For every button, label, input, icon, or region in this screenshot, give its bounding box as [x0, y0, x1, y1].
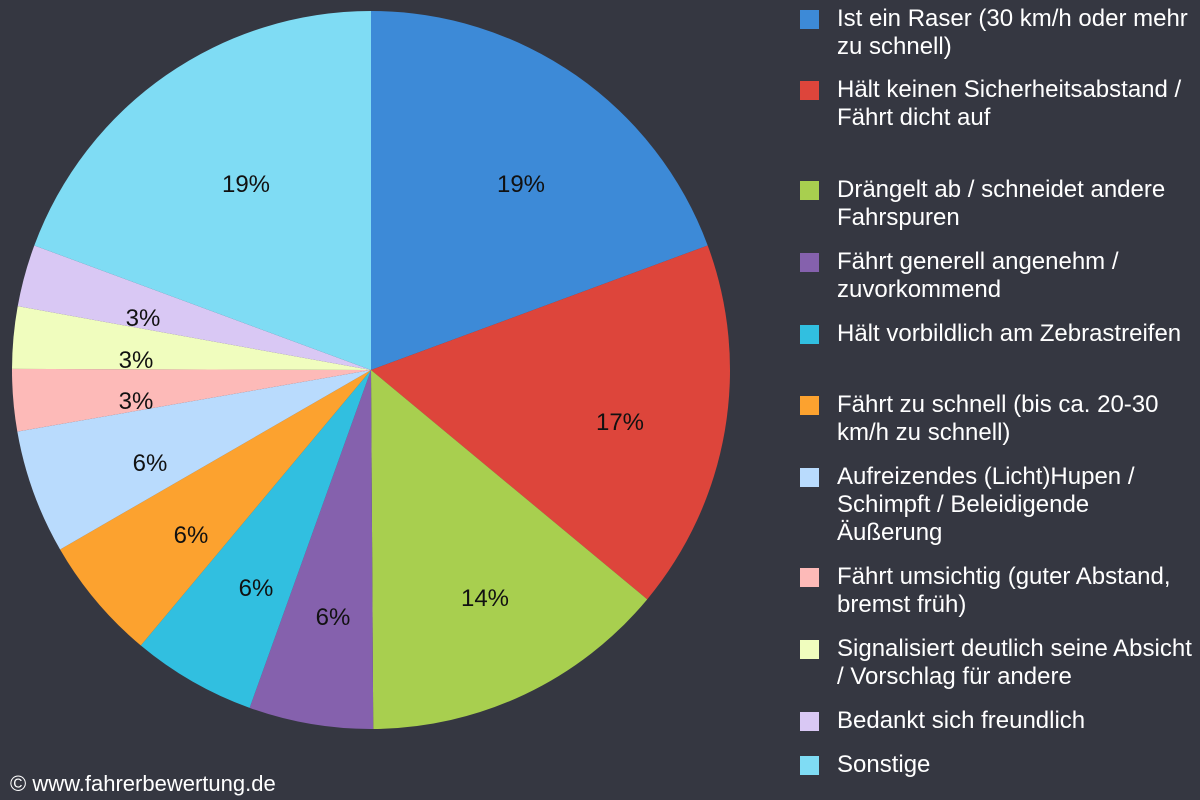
slice-percent-label: 19%	[497, 171, 545, 198]
slice-percent-label: 6%	[174, 522, 209, 549]
slice-percent-label: 6%	[316, 604, 351, 631]
pie-slice	[371, 370, 648, 729]
slice-percent-label: 3%	[119, 388, 154, 415]
legend-swatch-icon	[800, 712, 819, 731]
pie-slice	[17, 245, 371, 370]
copyright-text: © www.fahrerbewertung.de	[10, 771, 276, 796]
slice-percent-label: 6%	[239, 575, 274, 602]
legend-label: Bedankt sich freundlich	[837, 707, 1086, 734]
slice-percent-label: 19%	[222, 171, 270, 198]
legend-swatch-icon	[800, 253, 819, 272]
legend-label: Hält keinen Sicherheitsabstand / Fährt d…	[837, 76, 1182, 131]
legend-swatch-icon	[800, 568, 819, 587]
legend-swatch-icon	[800, 640, 819, 659]
legend-item: Fährt umsichtig (guter Abstand, bremst f…	[800, 563, 1197, 619]
pie-slice	[140, 370, 371, 708]
legend-label: Fährt zu schnell (bis ca. 20-30 km/h zu …	[837, 391, 1159, 446]
slice-percent-label: 14%	[461, 585, 509, 612]
legend-item: Hält vorbildlich am Zebrastreifen	[800, 320, 1197, 348]
pie-slice	[249, 370, 374, 729]
legend-label: Drängelt ab / schneidet andere Fahrspure…	[837, 176, 1166, 231]
legend-swatch-icon	[800, 468, 819, 487]
slice-percent-label: 3%	[126, 305, 161, 332]
legend-item: Hält keinen Sicherheitsabstand / Fährt d…	[800, 76, 1197, 132]
legend-swatch-icon	[800, 756, 819, 775]
slice-percent-label: 3%	[119, 347, 154, 374]
legend-label: Ist ein Raser (30 km/h oder mehr zu schn…	[837, 5, 1188, 60]
legend-label: Hält vorbildlich am Zebrastreifen	[837, 320, 1182, 347]
legend-label: Signalisiert deutlich seine Absicht / Vo…	[837, 635, 1192, 690]
legend-item: Drängelt ab / schneidet andere Fahrspure…	[800, 176, 1197, 232]
legend-swatch-icon	[800, 81, 819, 100]
pie-slice	[17, 370, 371, 550]
legend-item: Ist ein Raser (30 km/h oder mehr zu schn…	[800, 5, 1197, 61]
legend-item: Bedankt sich freundlich	[800, 707, 1197, 735]
legend-label: Aufreizendes (Licht)Hupen / Schimpft / B…	[837, 463, 1135, 546]
pie-slice	[371, 11, 708, 370]
legend-swatch-icon	[800, 181, 819, 200]
legend-swatch-icon	[800, 325, 819, 344]
legend-item: Fährt zu schnell (bis ca. 20-30 km/h zu …	[800, 391, 1197, 447]
slice-percent-label: 17%	[596, 409, 644, 436]
legend-item: Signalisiert deutlich seine Absicht / Vo…	[800, 635, 1197, 691]
pie-chart: 19% 17% 14% 6% 6% 6% 6% 3% 3% 3% 19%	[11, 10, 730, 729]
legend-item: Fährt generell angenehm / zuvorkommend	[800, 248, 1197, 304]
legend-item: Sonstige	[800, 751, 1197, 779]
legend-swatch-icon	[800, 396, 819, 415]
pie-slice	[34, 10, 371, 370]
legend-label: Fährt umsichtig (guter Abstand, bremst f…	[837, 563, 1171, 618]
legend-item: Aufreizendes (Licht)Hupen / Schimpft / B…	[800, 463, 1197, 547]
legend-swatch-icon	[800, 10, 819, 29]
pie-slice	[12, 306, 371, 370]
legend-label: Fährt generell angenehm / zuvorkommend	[837, 248, 1119, 303]
slice-percent-label: 6%	[133, 450, 168, 477]
pie-slice	[371, 245, 730, 600]
legend-label: Sonstige	[837, 751, 931, 778]
legend: Ist ein Raser (30 km/h oder mehr zu schn…	[800, 0, 1200, 800]
pie-slice	[60, 370, 371, 646]
pie-slice	[11, 368, 371, 432]
